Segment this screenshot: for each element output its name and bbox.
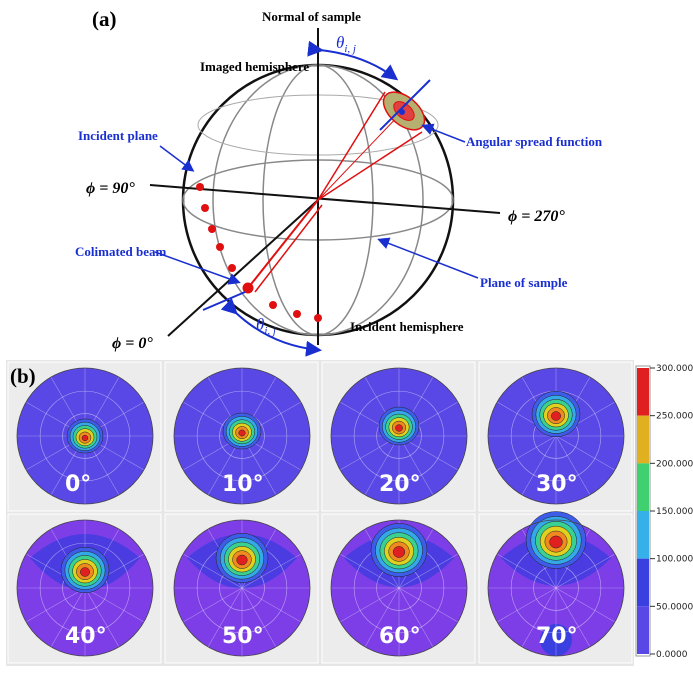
panel-angle: 70° [536, 624, 578, 649]
angle-line [203, 292, 245, 310]
polar-panel: 20° [322, 362, 475, 511]
label: ϕ = 270° [508, 208, 565, 225]
spread-line [318, 132, 422, 200]
polar-plots: 0° 10° 20° 30° 40° 50° 60° 70° 300.0000 250.0000 2… [6, 360, 693, 666]
label: ϕ = 0° [112, 335, 153, 352]
label: Angular spread function [466, 134, 603, 149]
contour [239, 430, 246, 436]
label: Plane of sample [480, 275, 568, 290]
colorbar-segment [637, 559, 649, 607]
pointer [380, 240, 478, 278]
colorbar-label: 50.0000 [656, 602, 693, 612]
colorbar-label: 0.0000 [656, 650, 688, 660]
panel-angle: 30° [536, 472, 578, 497]
label: Colimated beam [75, 244, 167, 259]
polar-panel: 60° [322, 514, 475, 663]
polar-panel: 10° [165, 362, 318, 511]
spread-line [318, 112, 402, 200]
polar-panel: 50° [165, 514, 318, 663]
colorbar-label: 250.0000 [656, 412, 693, 422]
label: Incident plane [78, 128, 158, 143]
contour [551, 412, 560, 421]
angle-arrow [320, 50, 395, 78]
polar-panel: 40° [8, 514, 161, 663]
beam-line [248, 200, 318, 288]
polar-panel: 70° [479, 512, 632, 664]
panel-angle: 20° [379, 472, 421, 497]
colorbar-segment [637, 368, 649, 416]
colorbar-segment [637, 416, 649, 464]
colorbar-label: 100.0000 [656, 555, 693, 565]
panel-angle: 10° [222, 472, 264, 497]
contour [80, 568, 89, 577]
contour [393, 546, 405, 557]
colorbar-segment [637, 463, 649, 511]
label: Normal of sample [262, 9, 361, 24]
panel-angle: 40° [65, 624, 107, 649]
label: ϕ = 90° [86, 180, 135, 197]
theta: θi, j [336, 33, 356, 55]
diagram: (a) Normal of sample Imaged hemisphere θ… [75, 7, 603, 352]
panel-label: (a) [92, 7, 117, 31]
label: Incident hemisphere [350, 319, 464, 334]
pointer [160, 146, 192, 170]
spread-line [318, 92, 385, 200]
contour [237, 555, 248, 565]
theta-sub: i, j [264, 325, 276, 337]
colorbar-label: 300.0000 [656, 364, 693, 374]
panel-label: (b) [10, 364, 36, 388]
colorbar-label: 200.0000 [656, 459, 693, 469]
theta-symbol: θ [256, 315, 264, 334]
contour [82, 435, 88, 441]
colorbar-segment [637, 511, 649, 559]
theta: θi, j [256, 315, 276, 337]
panel-angle: 0° [65, 472, 91, 497]
contour [550, 536, 563, 548]
theta-symbol: θ [336, 33, 344, 52]
panel-angle: 60° [379, 624, 421, 649]
theta-sub: i, j [344, 43, 356, 55]
colorbar-segment [637, 606, 649, 654]
figure: (a) Normal of sample Imaged hemisphere θ… [0, 0, 693, 696]
contour [395, 425, 402, 432]
label: Imaged hemisphere [200, 59, 309, 74]
colorbar-label: 150.0000 [656, 507, 693, 517]
pointer [424, 126, 465, 142]
panel-angle: 50° [222, 624, 264, 649]
polar-panel: 30° [479, 362, 632, 511]
